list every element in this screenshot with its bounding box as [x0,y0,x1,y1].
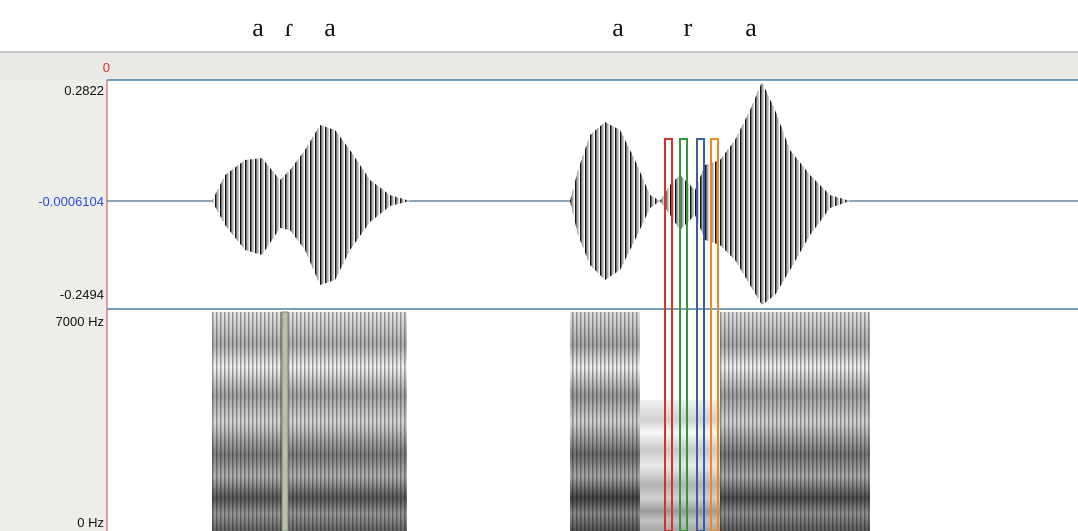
frequency-min: 0 Hz [77,515,104,530]
waveform [107,82,1078,305]
frequency-max: 7000 Hz [56,314,104,329]
segment-label: a [745,13,757,42]
amplitude-min: -0.2494 [60,287,104,302]
spectrogram [212,311,870,531]
segment-label: r [684,13,693,42]
left-margin [0,80,107,531]
top-strip [0,52,1078,80]
segment-label: a [612,13,624,42]
segment-boxes [664,138,719,531]
time-label: 0 [103,60,110,75]
segment-label: a [252,13,264,42]
amplitude-mid: -0.0006104 [38,194,104,209]
segment-label: a [324,13,336,42]
amplitude-max: 0.2822 [64,83,104,98]
segment-label: ɾ [285,13,294,42]
